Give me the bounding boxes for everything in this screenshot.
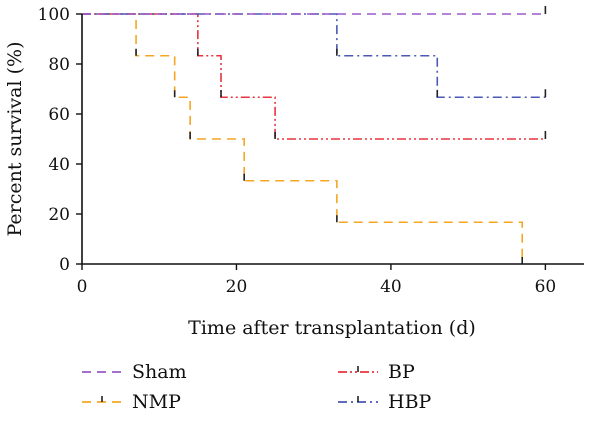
y-tick-label: 100 [38,5,70,25]
y-tick-label: 40 [48,155,70,175]
legend-item-hbp: HBP [338,391,432,413]
y-ticks: 0 20 40 60 80 100 [38,5,82,275]
legend-label: NMP [132,391,181,413]
y-tick-label: 20 [48,205,70,225]
y-tick-label: 0 [59,255,70,275]
legend-item-bp: BP [338,361,415,383]
series-line-bp [82,13,546,140]
legend-label: HBP [388,391,432,413]
legend: Sham NMP BP HBP [82,361,432,413]
legend-item-nmp: NMP [82,391,181,413]
plot-area [82,6,547,264]
x-tick-label: 20 [226,277,248,297]
legend-label: BP [388,361,415,383]
series-line-nmp [82,13,524,264]
y-axis-title: Percent survival (%) [4,42,26,237]
axes: 0 20 40 60 0 20 40 60 80 100 [38,5,584,297]
x-ticks: 0 20 40 60 [77,264,557,297]
legend-label: Sham [132,361,187,383]
x-tick-label: 40 [380,277,402,297]
y-tick-label: 80 [48,55,70,75]
x-tick-label: 60 [535,277,557,297]
y-tick-label: 60 [48,105,70,125]
x-tick-label: 0 [77,277,88,297]
legend-item-sham: Sham [82,361,187,383]
x-axis-title: Time after transplantation (d) [188,317,476,339]
